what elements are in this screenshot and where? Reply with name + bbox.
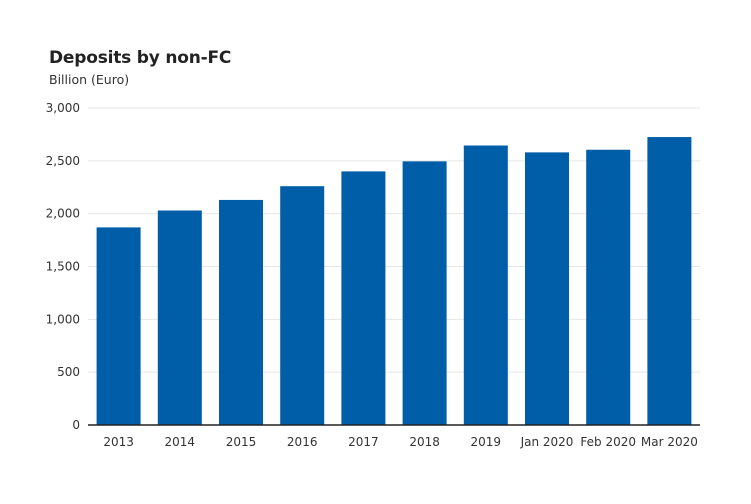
bar bbox=[341, 171, 386, 425]
chart-subtitle: Billion (Euro) bbox=[49, 72, 130, 87]
x-tick-label: 2016 bbox=[287, 435, 318, 449]
x-tick-label: 2013 bbox=[103, 435, 134, 449]
y-tick-label: 0 bbox=[72, 418, 80, 432]
x-tick-label: 2018 bbox=[409, 435, 440, 449]
x-tick-label: 2015 bbox=[226, 435, 257, 449]
bar bbox=[525, 152, 569, 425]
x-tick-label: Feb 2020 bbox=[580, 435, 636, 449]
y-tick-label: 3,000 bbox=[46, 101, 80, 115]
bar bbox=[280, 186, 325, 425]
y-tick-label: 2,500 bbox=[46, 154, 80, 168]
chart-title: Deposits by non-FC bbox=[49, 48, 232, 68]
bar bbox=[463, 145, 508, 426]
bar bbox=[586, 149, 631, 425]
x-tick-label: Jan 2020 bbox=[520, 435, 574, 449]
x-tick-label: 2019 bbox=[471, 435, 502, 449]
bar bbox=[96, 227, 141, 425]
y-tick-label: 1,500 bbox=[46, 260, 80, 274]
bar bbox=[219, 199, 263, 425]
bar bbox=[157, 210, 202, 425]
y-tick-label: 2,000 bbox=[46, 207, 80, 221]
y-tick-label: 500 bbox=[57, 365, 80, 379]
bar bbox=[647, 137, 692, 425]
x-tick-label: 2014 bbox=[165, 435, 196, 449]
x-tick-label: 2017 bbox=[348, 435, 379, 449]
x-tick-label: Mar 2020 bbox=[641, 435, 698, 449]
bar bbox=[402, 161, 447, 425]
y-tick-label: 1,000 bbox=[46, 312, 80, 326]
